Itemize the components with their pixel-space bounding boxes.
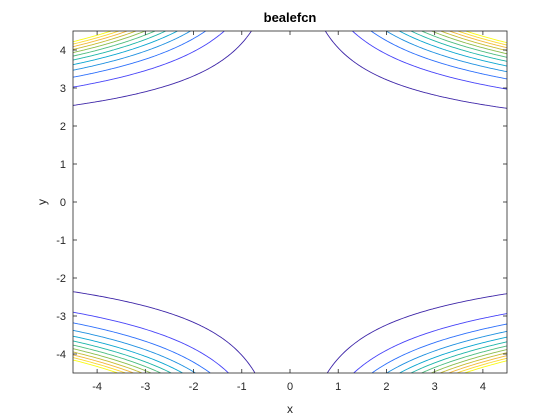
x-tick-label: -1 bbox=[237, 381, 247, 393]
contour-level-9 bbox=[73, 31, 507, 373]
contour-level-8 bbox=[73, 31, 507, 373]
contour-level-10 bbox=[73, 31, 507, 373]
x-tick-label: -3 bbox=[140, 381, 150, 393]
contour-level-3 bbox=[73, 31, 507, 373]
x-tick-label: 3 bbox=[432, 381, 438, 393]
contour-level-11 bbox=[73, 31, 507, 373]
y-tick-label: -3 bbox=[56, 311, 66, 323]
y-tick-label: 3 bbox=[60, 83, 66, 95]
contour-level-4 bbox=[73, 31, 507, 373]
contour-level-7 bbox=[73, 31, 507, 373]
contour-level-2 bbox=[73, 31, 507, 373]
chart-title: bealefcn bbox=[264, 10, 317, 25]
x-tick-label: 1 bbox=[335, 381, 341, 393]
y-tick-label: -4 bbox=[56, 349, 66, 361]
x-axis-label: x bbox=[287, 402, 293, 416]
x-tick-label: -4 bbox=[92, 381, 102, 393]
y-tick-label: 0 bbox=[60, 197, 66, 209]
x-axis: -4 -3 -2 -1 0 1 2 3 4 bbox=[92, 31, 486, 393]
x-tick-label: 0 bbox=[287, 381, 293, 393]
y-axis: -4 -3 -2 -1 0 1 2 3 4 bbox=[56, 45, 507, 361]
x-tick-label: 4 bbox=[480, 381, 486, 393]
contour-lines bbox=[73, 31, 507, 373]
contour-level-1 bbox=[73, 31, 507, 373]
plot-area bbox=[73, 31, 507, 373]
contour-level-12 bbox=[73, 31, 507, 373]
y-tick-label: -2 bbox=[56, 273, 66, 285]
contour-level-5 bbox=[73, 31, 507, 373]
y-tick-label: 1 bbox=[60, 159, 66, 171]
x-tick-label: 2 bbox=[383, 381, 389, 393]
y-tick-label: -1 bbox=[56, 235, 66, 247]
y-axis-label: y bbox=[35, 199, 49, 205]
x-tick-label: -2 bbox=[189, 381, 199, 393]
contour-level-6 bbox=[73, 31, 507, 373]
y-tick-label: 2 bbox=[60, 121, 66, 133]
y-tick-label: 4 bbox=[60, 45, 66, 57]
